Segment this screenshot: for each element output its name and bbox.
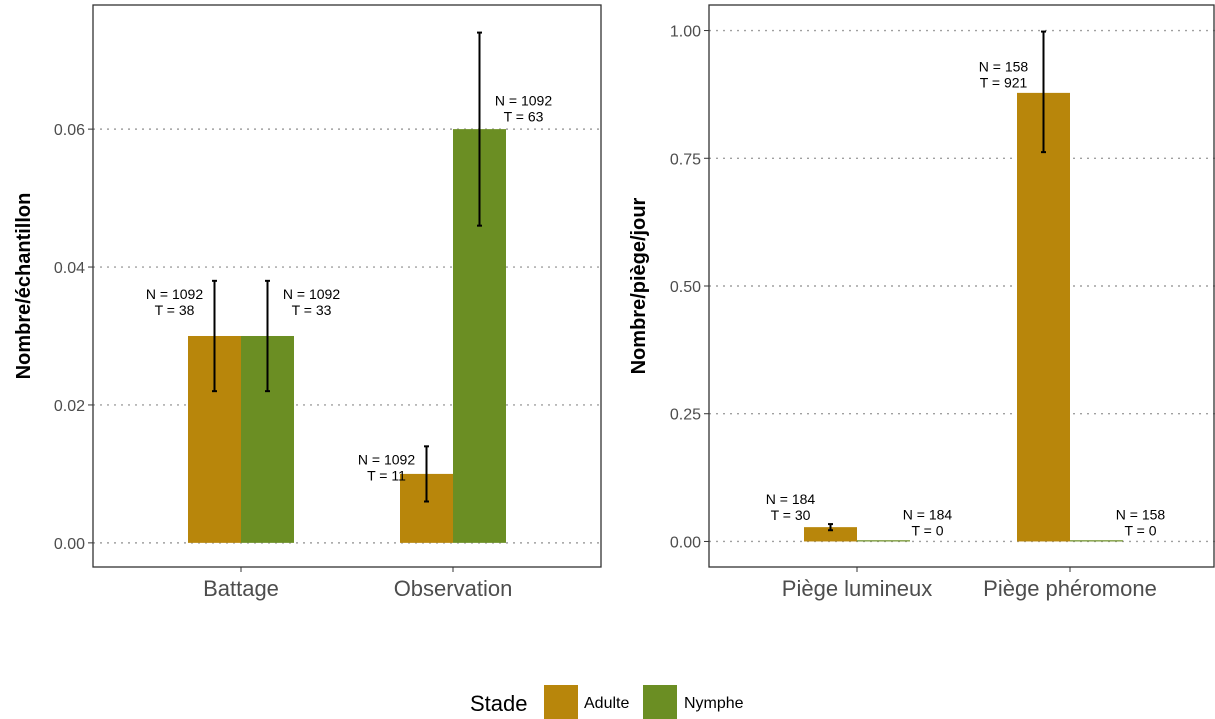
bar-adulte bbox=[1017, 92, 1070, 542]
bar-annotation: T = 0 bbox=[911, 522, 943, 538]
y-tick-label: 1.00 bbox=[670, 24, 701, 41]
x-tick-label: Piège phéromone bbox=[983, 576, 1157, 601]
panel-border bbox=[92, 4, 602, 568]
bar-annotation: T = 921 bbox=[980, 75, 1028, 91]
bar-annotation: N = 184 bbox=[903, 506, 953, 522]
bar-annotation: T = 63 bbox=[504, 109, 544, 125]
bar-annotation: N = 1092 bbox=[495, 93, 552, 109]
bar-annotation: N = 158 bbox=[979, 59, 1029, 75]
y-axis-label: Nombre/piège/jour bbox=[628, 197, 650, 374]
y-tick-label: 0.00 bbox=[670, 534, 701, 551]
x-tick-label: Battage bbox=[203, 576, 279, 601]
bar-annotation: T = 0 bbox=[1124, 522, 1156, 538]
y-tick-label: 0.25 bbox=[670, 407, 701, 424]
bar-annotation: N = 158 bbox=[1116, 506, 1166, 522]
legend-title: Stade bbox=[470, 691, 528, 716]
bar-adulte bbox=[804, 527, 857, 542]
bar-annotation: T = 11 bbox=[367, 467, 406, 483]
bar-annotation: N = 1092 bbox=[358, 451, 415, 467]
bar-annotation: T = 33 bbox=[292, 302, 332, 318]
x-tick-label: Observation bbox=[394, 576, 513, 601]
y-tick-label: 0.04 bbox=[54, 260, 85, 277]
y-tick-label: 0.00 bbox=[54, 536, 85, 553]
y-tick-label: 0.50 bbox=[670, 279, 701, 296]
bar-nymphe bbox=[857, 540, 910, 542]
legend-label: Adulte bbox=[584, 695, 629, 712]
panel-border bbox=[708, 4, 1215, 568]
legend-label: Nymphe bbox=[684, 695, 744, 712]
legend: Stade Adulte Nymphe bbox=[470, 685, 744, 719]
bar-annotation: T = 38 bbox=[155, 302, 195, 318]
y-tick-label: 0.75 bbox=[670, 151, 701, 168]
bar-annotation: N = 184 bbox=[766, 491, 816, 507]
legend-swatch-nymphe bbox=[643, 685, 677, 719]
bar-annotation: T = 30 bbox=[771, 507, 811, 523]
bar-annotation: N = 1092 bbox=[146, 286, 203, 302]
bar-annotation: N = 1092 bbox=[283, 286, 340, 302]
bar-nymphe bbox=[1070, 540, 1123, 542]
y-tick-label: 0.02 bbox=[54, 398, 85, 415]
y-tick-label: 0.06 bbox=[54, 122, 85, 139]
legend-swatch-adulte bbox=[544, 685, 578, 719]
y-axis-label: Nombre/échantillon bbox=[13, 193, 35, 380]
x-tick-label: Piège lumineux bbox=[782, 576, 932, 601]
